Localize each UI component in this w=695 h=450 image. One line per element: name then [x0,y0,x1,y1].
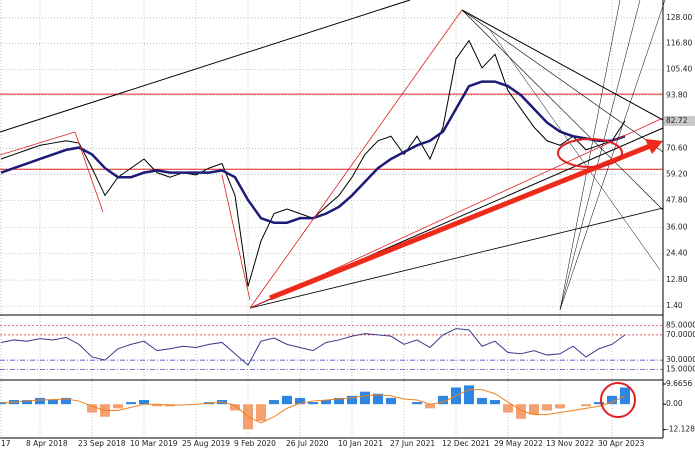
y-tick-label: 12.80 [666,275,688,284]
data-layer [0,0,666,438]
x-tick-label: 17 [1,439,11,448]
highlight-ellipse [557,138,623,168]
y-tick-label: -12.1283 [666,425,695,434]
histogram-bar [269,400,279,405]
y-tick-label: 93.80 [666,91,688,100]
x-tick-label: 8 Apr 2018 [26,439,68,448]
y-tick-label: 15.0000 [666,365,695,374]
series-line [0,389,626,424]
fan-line [559,0,666,311]
histogram-bar [113,404,123,409]
histogram-bar [35,397,45,405]
x-tick-label: 12 Dec 2021 [442,439,490,448]
histogram-bar [490,400,500,405]
x-tick-label: 10 Jan 2021 [338,439,383,448]
wave-line [0,131,76,156]
labels: 17 8 Apr 2018 23 Sep 2018 10 Mar 2019 25 Aug… [1,13,695,448]
histogram-bar [386,397,396,405]
x-tick-label: 26 Jul 2020 [286,439,329,448]
y-tick-label: 9.6656 [666,379,692,388]
histogram-bar [607,395,617,405]
y-tick-label: 59.20 [666,169,688,178]
histogram-bar [555,404,565,409]
y-tick-label: 128.00 [666,13,692,22]
histogram-bar [438,395,448,405]
histogram-bar [152,404,162,407]
histogram-bar [529,404,539,415]
y-tick-label: 116.80 [666,38,692,47]
y-tick-label: 70.60 [666,144,688,153]
histogram-bar [425,404,435,409]
x-tick-label: 25 Aug 2019 [182,439,230,448]
trend-line [489,29,661,271]
channel-line [0,0,411,133]
histogram-bar [321,400,331,405]
highlight-circle [600,382,636,418]
fan-line [559,0,641,311]
channel-line [249,207,664,309]
series-line [0,328,626,366]
drawings [0,0,666,418]
histogram-bar [22,400,32,405]
histogram-bar [412,402,422,405]
histogram-bar [516,404,526,419]
histogram-bar [126,402,136,405]
trend-line [461,9,664,121]
frame [0,0,664,439]
y-tick-label: 47.80 [666,195,688,204]
histogram-bar [308,402,318,405]
x-tick-label: 27 Jun 2021 [390,439,435,448]
histogram-bar [48,400,58,405]
x-tick-label: 29 May 2022 [494,439,543,448]
x-tick-label: 9 Feb 2020 [234,439,276,448]
histogram-bar [230,404,240,411]
y-tick-label: 24.40 [666,249,688,258]
histogram-bar [87,404,97,413]
histogram-bar [594,402,604,405]
series-line [0,80,626,224]
y-tick-label: 105.40 [666,64,692,73]
histogram-bar [477,397,487,405]
y-tick-label: 0.00 [666,399,683,408]
y-tick-label: 30.0000 [666,355,695,364]
histogram-bar [347,395,357,405]
x-tick-label: 23 Sep 2018 [78,439,126,448]
histogram-bar [360,391,370,405]
y-tick-label: 1.40 [666,301,683,310]
histogram-bar [61,397,71,405]
histogram-bar [542,404,552,411]
histogram-bar [581,404,591,407]
y-tick-label: 36.00 [666,222,688,231]
wave-line [249,9,463,309]
wave-line [221,174,251,301]
histogram-bar [139,400,149,405]
histogram-bar [334,397,344,405]
price-tag-label: 82.72 [666,116,688,125]
y-tick-label: 85.0000 [666,320,695,329]
wave-line [74,131,104,213]
y-tick-label: 70.0000 [666,330,695,339]
histogram-bar [295,397,305,405]
x-tick-label: 30 Apr 2023 [598,439,645,448]
histogram-bar [503,404,513,413]
trend-line [461,9,664,153]
fan-line [559,0,621,311]
trend-line [461,9,664,211]
x-tick-label: 10 Mar 2019 [130,439,178,448]
price-tag [664,115,695,126]
histogram-bar [282,395,292,405]
histogram-bar [464,385,474,405]
histogram-bar [373,393,383,405]
x-tick-label: 13 Nov 2022 [546,439,594,448]
arrow-head [645,139,663,154]
arrow-line [269,143,651,301]
histogram-bar [256,404,266,421]
